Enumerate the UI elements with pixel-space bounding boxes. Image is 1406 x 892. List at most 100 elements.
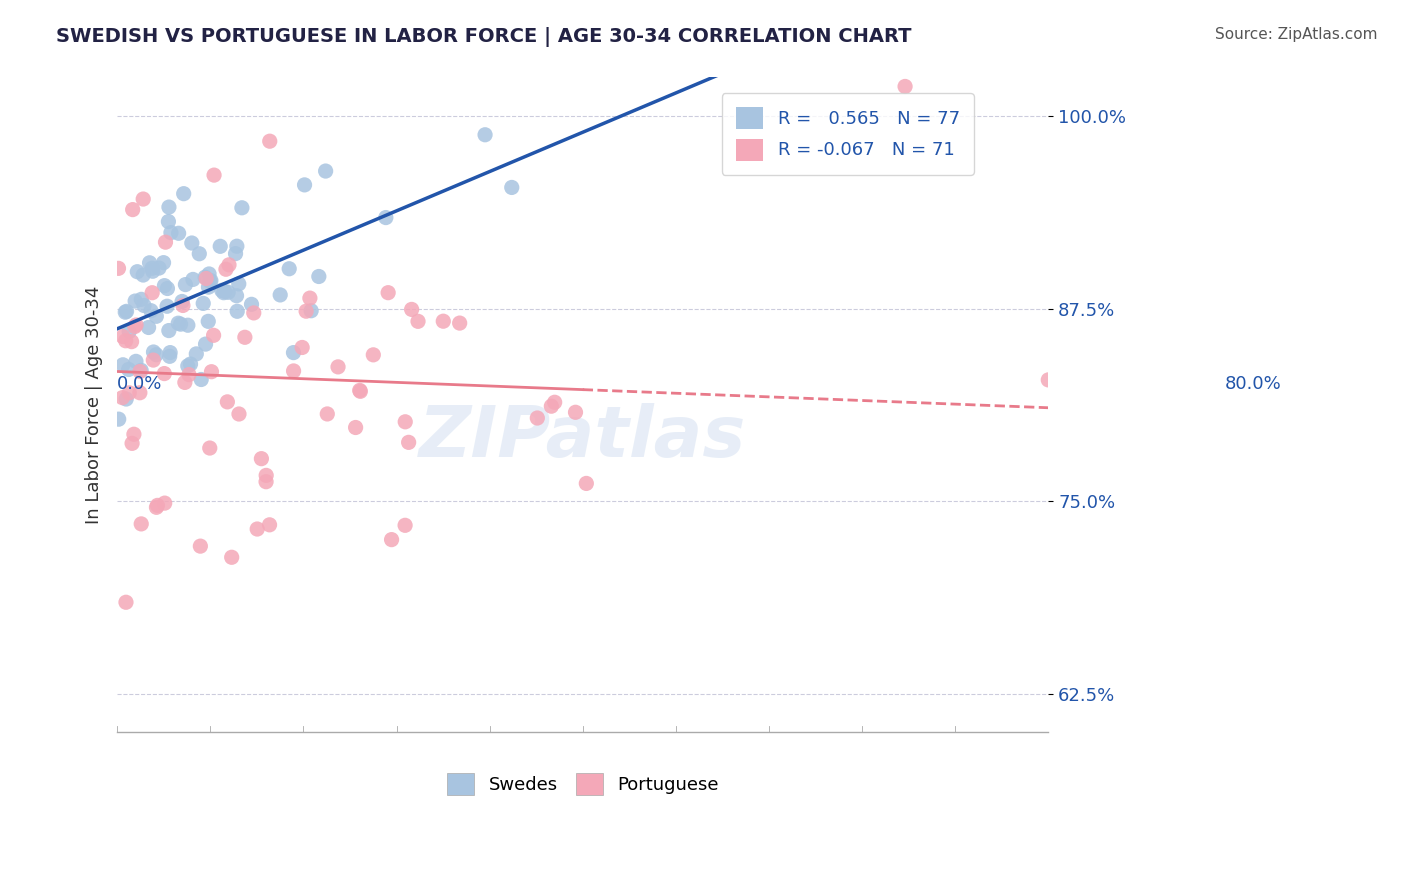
Swedes: [231, 201, 253, 215]
Portuguese: [291, 341, 314, 355]
Swedes: [193, 296, 215, 310]
Portuguese: [363, 348, 385, 362]
Swedes: [141, 261, 163, 276]
Swedes: [167, 316, 190, 330]
Portuguese: [254, 468, 277, 483]
Portuguese: [173, 376, 195, 390]
Swedes: [308, 269, 330, 284]
Portuguese: [132, 192, 155, 206]
Swedes: [107, 412, 129, 426]
Swedes: [197, 280, 219, 294]
Swedes: [157, 200, 180, 214]
Swedes: [214, 285, 236, 299]
Portuguese: [121, 436, 143, 450]
Swedes: [211, 284, 233, 298]
Portuguese: [202, 328, 225, 343]
Portuguese: [349, 384, 371, 399]
Portuguese: [218, 258, 240, 272]
Portuguese: [124, 319, 146, 334]
Swedes: [118, 325, 141, 339]
Portuguese: [111, 391, 134, 405]
Swedes: [138, 320, 160, 334]
Swedes: [115, 304, 138, 318]
Text: ZIPatlas: ZIPatlas: [419, 403, 747, 472]
Portuguese: [432, 314, 454, 328]
Portuguese: [121, 202, 143, 217]
Swedes: [167, 227, 190, 241]
Portuguese: [344, 420, 367, 434]
Swedes: [145, 310, 167, 324]
Swedes: [142, 345, 165, 359]
Swedes: [228, 277, 250, 291]
Portuguese: [228, 407, 250, 421]
Swedes: [170, 294, 193, 309]
Swedes: [186, 347, 208, 361]
Swedes: [181, 272, 204, 286]
Portuguese: [242, 306, 264, 320]
Swedes: [269, 288, 291, 302]
Portuguese: [394, 518, 416, 533]
Swedes: [145, 348, 167, 362]
Swedes: [240, 297, 263, 311]
Swedes: [278, 261, 301, 276]
Portuguese: [198, 441, 221, 455]
Swedes: [212, 285, 235, 300]
Portuguese: [394, 415, 416, 429]
Swedes: [188, 246, 211, 260]
Swedes: [124, 294, 146, 309]
Swedes: [169, 317, 191, 331]
Portuguese: [142, 353, 165, 368]
Swedes: [173, 186, 195, 201]
Swedes: [190, 372, 212, 386]
Swedes: [111, 358, 134, 372]
Portuguese: [118, 385, 141, 400]
Portuguese: [172, 298, 194, 312]
Portuguese: [575, 476, 598, 491]
Portuguese: [526, 411, 548, 425]
Portuguese: [254, 475, 277, 489]
Portuguese: [246, 522, 269, 536]
Portuguese: [141, 285, 163, 300]
Text: 80.0%: 80.0%: [1225, 376, 1281, 393]
Portuguese: [259, 517, 281, 532]
Swedes: [226, 304, 249, 318]
Portuguese: [540, 399, 562, 413]
Swedes: [198, 267, 221, 281]
Portuguese: [283, 364, 305, 378]
Portuguese: [217, 395, 239, 409]
Swedes: [174, 277, 197, 292]
Swedes: [198, 274, 221, 288]
Portuguese: [564, 405, 586, 419]
Portuguese: [401, 302, 423, 317]
Portuguese: [153, 367, 176, 381]
Swedes: [159, 349, 181, 363]
Swedes: [299, 303, 322, 318]
Swedes: [129, 363, 152, 377]
Swedes: [138, 256, 160, 270]
Portuguese: [115, 595, 138, 609]
Swedes: [115, 392, 138, 406]
Portuguese: [122, 427, 145, 442]
Swedes: [125, 354, 148, 368]
Portuguese: [377, 285, 399, 300]
Swedes: [177, 318, 200, 333]
Portuguese: [406, 314, 429, 328]
Swedes: [200, 274, 222, 288]
Swedes: [194, 337, 217, 351]
Portuguese: [145, 500, 167, 515]
Swedes: [197, 314, 219, 328]
Portuguese: [233, 330, 256, 344]
Portuguese: [544, 395, 567, 409]
Portuguese: [202, 168, 225, 182]
Portuguese: [398, 435, 420, 450]
Swedes: [474, 128, 496, 142]
Portuguese: [326, 359, 349, 374]
Portuguese: [155, 235, 177, 249]
Portuguese: [316, 407, 339, 421]
Portuguese: [200, 365, 222, 379]
Portuguese: [146, 499, 169, 513]
Swedes: [127, 265, 149, 279]
Portuguese: [380, 533, 402, 547]
Portuguese: [349, 384, 371, 398]
Portuguese: [114, 334, 136, 348]
